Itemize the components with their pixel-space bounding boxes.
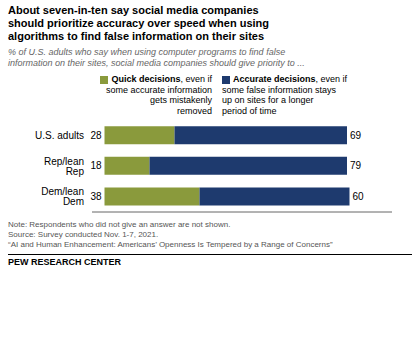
svg-text:38: 38 — [90, 191, 102, 202]
html-text:Accurate decisions, even if so: Accurate decisions, even if some false i… — [222, 74, 348, 116]
svg-text:Dem/leanDem: Dem/leanDem — [41, 186, 84, 207]
svg-text:79: 79 — [350, 160, 362, 171]
html-text:About seven-in-ten say social: About seven-in-ten say social media comp… — [8, 4, 269, 42]
svg-text:Rep/leanRep: Rep/leanRep — [44, 156, 84, 177]
svg-text:69: 69 — [350, 130, 362, 141]
html-text:PEW RESEARCH CENTER: PEW RESEARCH CENTER — [8, 257, 121, 267]
html-text:Note: Respondents who did not: Note: Respondents who did not give an an… — [8, 220, 231, 229]
html-text:“AI and Human Enhancement: Ame: “AI and Human Enhancement: Americans’ Op… — [8, 240, 333, 249]
svg-text:U.S. adults: U.S. adults — [35, 130, 84, 141]
svg-text:28: 28 — [90, 130, 102, 141]
html-text:Source: Survey conducted Nov.: Source: Survey conducted Nov. 1-7, 2021. — [8, 230, 159, 239]
svg-text:60: 60 — [353, 191, 365, 202]
html-text:Quick decisions, even if some: Quick decisions, even if some accurate i… — [105, 74, 212, 116]
svg-text:18: 18 — [90, 160, 102, 171]
html-text:% of U.S. adults who say when: % of U.S. adults who say when using comp… — [8, 47, 305, 68]
